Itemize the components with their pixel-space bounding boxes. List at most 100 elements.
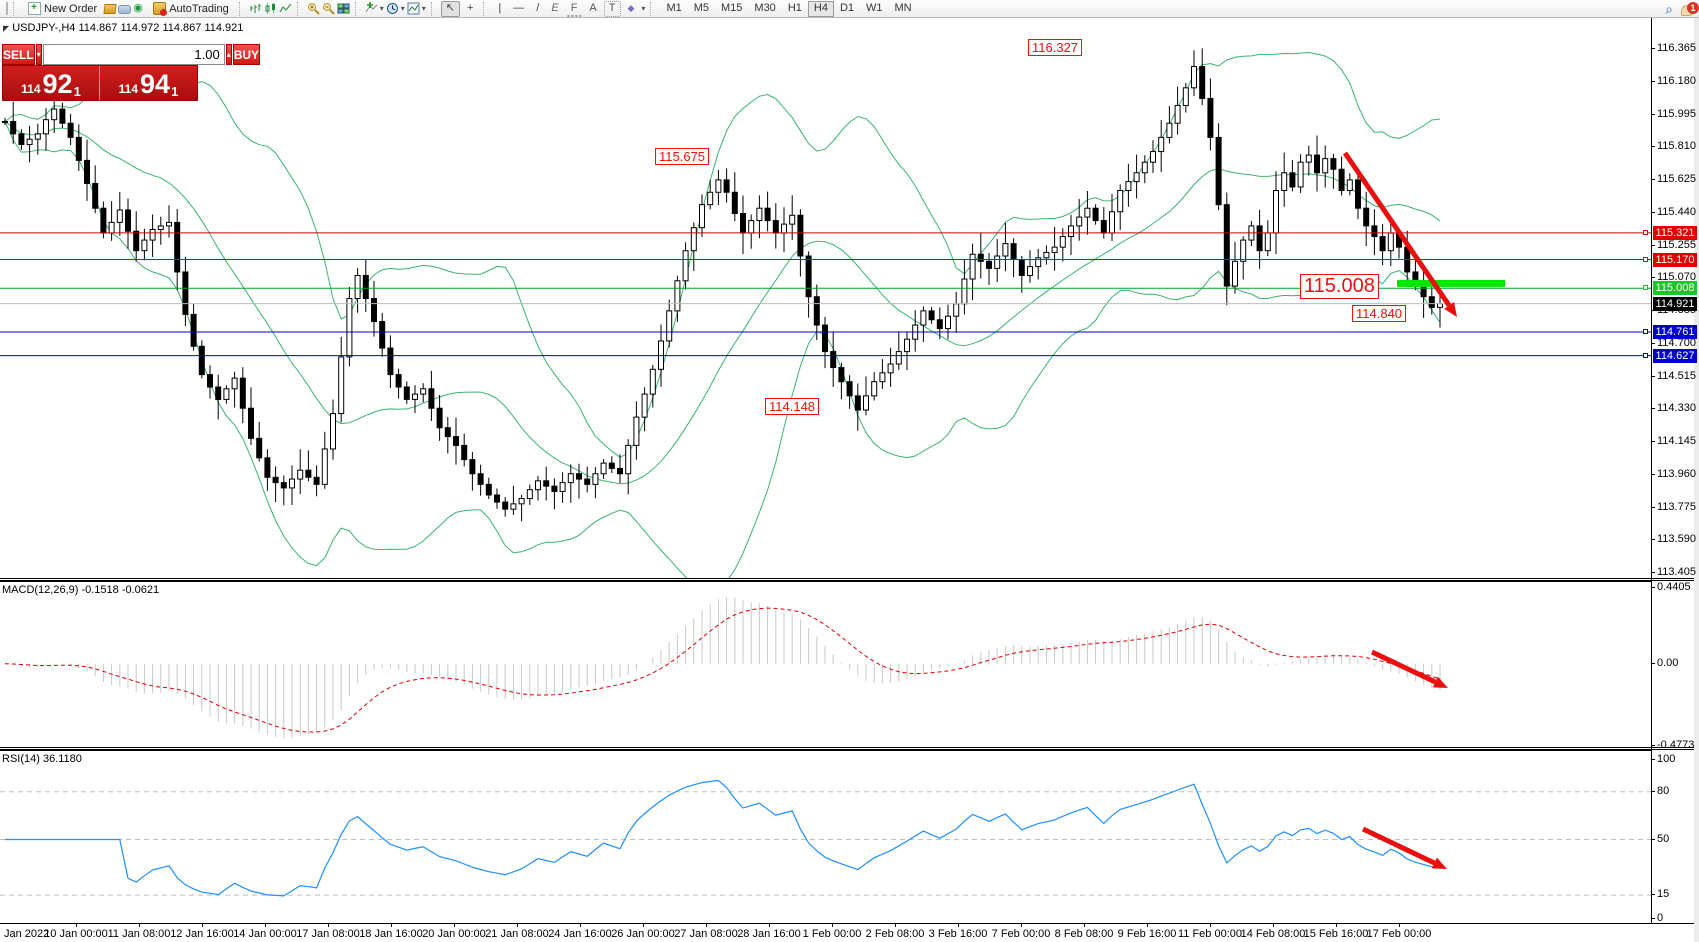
bar-chart-icon[interactable]: [249, 2, 262, 15]
price-chart-canvas[interactable]: [0, 18, 1651, 593]
green-highlight-segment: [1397, 279, 1505, 287]
tile-windows-icon[interactable]: [337, 2, 350, 15]
time-axis-label: 27 Jan 08:00: [674, 928, 738, 940]
dropdown-icon[interactable]: ▾: [400, 4, 405, 13]
chat-icon[interactable]: 1: [1681, 1, 1699, 16]
pane-splitter[interactable]: [0, 747, 1699, 750]
rsi-pane[interactable]: RSI(14) 36.1180: [0, 750, 1651, 923]
price-tag: 115.008: [1653, 281, 1697, 296]
toolbar-separator: [354, 1, 360, 16]
dropdown-icon[interactable]: ▾: [641, 4, 646, 13]
text-tool[interactable]: A: [589, 2, 597, 14]
template-icon[interactable]: [407, 2, 420, 15]
macd-scale-tick: 0.00: [1657, 656, 1679, 669]
cursor-tool[interactable]: ↖: [440, 0, 460, 17]
time-axis[interactable]: Jan 2022 10 Jan 00:00 11 Jan 08:00 12 Jan 1…: [0, 923, 1699, 942]
terminal-icon[interactable]: [118, 5, 132, 14]
rsi-scale-tick: 100: [1657, 753, 1676, 765]
notification-badge: 1: [1687, 1, 1699, 14]
time-axis-label: Jan 2022: [4, 928, 50, 940]
text-label-tool[interactable]: T: [603, 0, 621, 17]
sell-price-quote[interactable]: 114 92 1: [3, 66, 100, 100]
pane-splitter[interactable]: [0, 578, 1699, 581]
new-order-label: New Order: [44, 2, 98, 15]
buy-price-quote[interactable]: 114 94 1: [118, 69, 179, 99]
line-handle[interactable]: [1643, 256, 1648, 262]
time-axis-label: 3 Feb 16:00: [928, 928, 988, 940]
history-center-icon[interactable]: [103, 3, 117, 14]
horizontal-line-tool[interactable]: —: [513, 2, 525, 14]
arrows-tool[interactable]: ◆: [627, 3, 635, 13]
line-handle[interactable]: [1643, 285, 1648, 291]
new-order-button[interactable]: + New Order: [23, 1, 102, 17]
time-axis-label: 7 Feb 00:00: [991, 928, 1051, 940]
timeframe-button-h1[interactable]: H1: [787, 1, 802, 14]
time-axis-label: 12 Jan 16:00: [170, 928, 234, 940]
price-scale-tick: 113.590: [1657, 533, 1696, 546]
time-axis-label: 28 Jan 16:00: [737, 928, 801, 940]
volume-increase-button[interactable]: ▴: [225, 44, 232, 65]
candlestick-chart-icon[interactable]: [264, 2, 277, 15]
time-axis-label: 8 Feb 08:00: [1054, 928, 1114, 940]
zoom-in-icon[interactable]: [307, 2, 320, 15]
volume-decrease-button[interactable]: ▾: [35, 44, 42, 65]
line-handle[interactable]: [1643, 352, 1648, 358]
volume-input[interactable]: [42, 44, 225, 65]
time-axis-label: 1 Feb 00:00: [802, 928, 862, 940]
price-tag: 114.627: [1653, 348, 1697, 363]
equidistant-channel-tool[interactable]: E: [551, 2, 559, 14]
autotrading-button[interactable]: AutoTrading: [148, 1, 234, 17]
timeframe-button-w1[interactable]: W1: [866, 1, 883, 14]
time-axis-label: 10 Jan 00:00: [44, 928, 108, 940]
price-scale-tick: 114.330: [1657, 402, 1696, 415]
timeframe-button-m1[interactable]: M1: [666, 1, 682, 14]
vertical-line-tool[interactable]: |: [498, 2, 502, 14]
rsi-line: [5, 779, 1441, 897]
price-chart-pane[interactable]: ◤ USDJPY-,H4 114.867 114.972 114.867 114…: [0, 18, 1651, 593]
timeframe-group: M1 M5 M15 M30 H1 H4 D1 W1 MN: [660, 0, 917, 17]
fibonacci-tool[interactable]: F: [565, 1, 583, 17]
time-axis-label: 15 Feb 16:00: [1303, 928, 1369, 940]
time-axis-label: 21 Jan 08:00: [485, 928, 549, 940]
dropdown-icon[interactable]: ▾: [421, 4, 426, 13]
rsi-scale-tick: 80: [1657, 784, 1670, 797]
timeframe-button-mn[interactable]: MN: [894, 1, 912, 14]
time-axis-label: 9 Feb 16:00: [1117, 928, 1177, 940]
timeframe-button-m15[interactable]: M15: [721, 1, 743, 14]
add-indicator-icon[interactable]: [365, 2, 378, 15]
line-handle[interactable]: [1643, 328, 1648, 334]
line-handle[interactable]: [1643, 229, 1648, 235]
price-scale-tick: 114.700: [1657, 336, 1696, 349]
bollinger-lower-band: [4, 121, 1441, 593]
macd-pane[interactable]: MACD(12,26,9) -0.1518 -0.0621: [0, 581, 1651, 747]
price-scale-tick: 113.775: [1657, 500, 1696, 513]
time-axis-label: 20 Jan 00:00: [422, 928, 486, 940]
zoom-out-icon[interactable]: [322, 2, 335, 15]
timeframe-button-m30[interactable]: M30: [754, 1, 776, 14]
trendline-tool[interactable]: /: [536, 2, 540, 14]
time-axis-label: 24 Jan 16:00: [548, 928, 612, 940]
rsi-scale-tick: 50: [1657, 832, 1670, 845]
price-tag: 114.761: [1653, 324, 1697, 339]
buy-button[interactable]: BUY: [232, 44, 261, 65]
search-icon[interactable]: ⌕: [1665, 0, 1673, 17]
sell-button[interactable]: SELL: [2, 44, 35, 65]
macd-scale-tick: 0.4405: [1657, 581, 1691, 593]
period-clock-icon[interactable]: [386, 2, 399, 15]
dropdown-icon[interactable]: ▾: [379, 4, 384, 13]
timeframe-button-d1[interactable]: D1: [839, 1, 854, 14]
partial-icon: [2, 2, 8, 15]
line-chart-icon[interactable]: [279, 2, 292, 15]
price-callout: 114.840: [1352, 305, 1407, 322]
price-scale-tick: 113.960: [1657, 467, 1696, 480]
timeframe-button-h4[interactable]: H4: [807, 0, 834, 17]
signal-icon[interactable]: ◉: [133, 2, 143, 14]
macd-signal-line: [4, 607, 1441, 733]
timeframe-button-m5[interactable]: M5: [693, 1, 709, 14]
price-scale-tick: 116.180: [1657, 74, 1696, 87]
crosshair-tool[interactable]: +: [466, 2, 474, 14]
rsi-scale-tick: 0: [1657, 912, 1664, 924]
price-callout: 114.148: [765, 398, 820, 415]
time-axis-label: 11 Jan 08:00: [107, 928, 171, 940]
symbol-ohlc-label: ◤ USDJPY-,H4 114.867 114.972 114.867 114…: [3, 22, 244, 34]
